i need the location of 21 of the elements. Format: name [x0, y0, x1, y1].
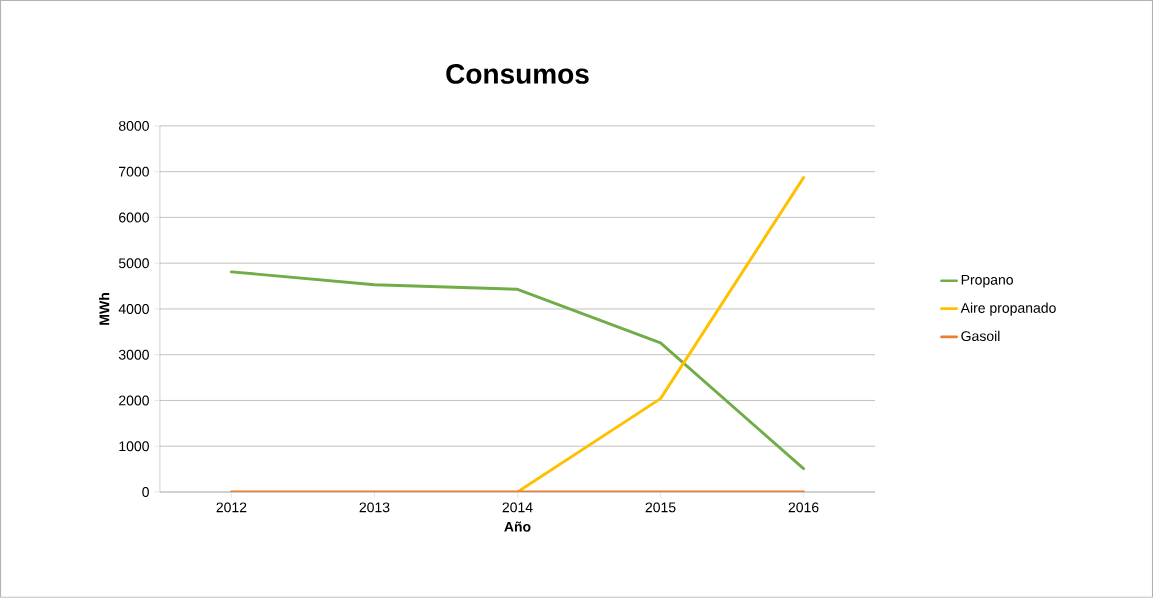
y-tick-label: 0: [142, 487, 149, 498]
line-series: [229, 270, 806, 471]
legend-label: Aire propanado: [960, 302, 1056, 316]
x-tick-label: 2016: [788, 502, 819, 513]
x-tick-label: 2014: [502, 502, 533, 513]
y-axis-title: MWh: [99, 293, 110, 325]
x-tick-label: 2013: [359, 502, 390, 513]
x-axis-title: Año: [504, 521, 531, 532]
y-tick-label: 1000: [119, 441, 149, 452]
y-tick-label: 2000: [119, 395, 149, 406]
legend-label: Propano: [961, 275, 1013, 288]
y-tick-label: 5000: [118, 258, 149, 269]
chart-title: Consumos: [446, 64, 589, 84]
y-tick-label: 8000: [118, 121, 149, 131]
y-tick-label: 3000: [118, 349, 149, 360]
y-tick-label: 4000: [118, 304, 149, 314]
y-tick-label: 6000: [119, 212, 149, 223]
x-tick-label: 2012: [216, 502, 247, 513]
x-tick-label: 2015: [645, 502, 676, 513]
y-tick-label: 7000: [119, 166, 149, 177]
legend-label: Gasoil: [961, 330, 1000, 342]
